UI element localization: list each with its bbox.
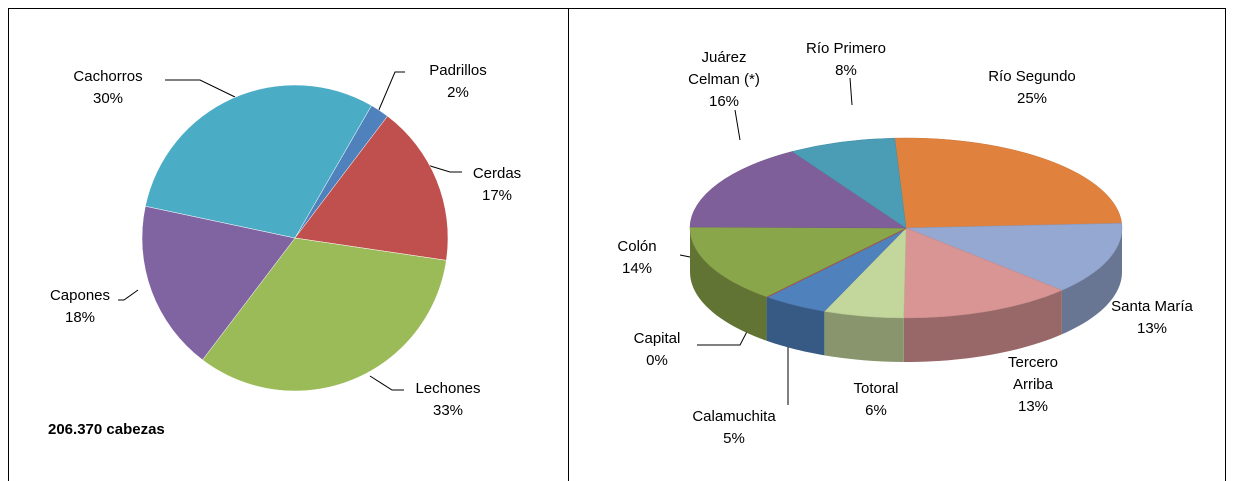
slice-name: Totoral — [853, 380, 899, 397]
slice-name: Calamuchita — [692, 408, 776, 425]
slice-value: 30% — [92, 90, 124, 107]
slice-name: Padrillos — [429, 62, 487, 79]
slice-side — [1061, 228, 1122, 335]
slice-name: Cachorros — [73, 68, 143, 85]
slice-name: Lechones — [415, 380, 481, 397]
slice-value: 8% — [835, 62, 857, 79]
slice-value: 5% — [723, 430, 745, 447]
pie-slice — [894, 137, 1122, 229]
slice-label: Cerdas 17% — [473, 163, 521, 207]
pie-slice — [903, 227, 1063, 319]
slice-value: 17% — [481, 187, 513, 204]
pie-slice — [689, 151, 907, 229]
slice-value: 16% — [708, 93, 740, 110]
slice-name: Santa María — [1111, 298, 1193, 315]
slice-name: Capital — [633, 330, 681, 347]
slice-label: Padrillos 2% — [429, 60, 487, 104]
slice-label: Colón 14% — [617, 236, 656, 280]
slice-label: Lechones 33% — [415, 378, 480, 422]
slice-name: Tercero Arriba — [1007, 354, 1059, 393]
slice-label: Totoral 6% — [853, 378, 898, 422]
slice-side — [824, 311, 904, 362]
slice-label: Santa María 13% — [1111, 296, 1193, 340]
slice-value: 2% — [447, 84, 469, 101]
pie-slice — [141, 205, 296, 361]
slice-value: 33% — [432, 402, 464, 419]
pie-sides — [690, 228, 1122, 362]
slice-value: 18% — [64, 309, 96, 326]
pie-slice — [294, 115, 449, 261]
slice-name: Colón — [617, 238, 657, 255]
slice-name: Río Segundo — [988, 68, 1076, 85]
pie-slice — [202, 237, 447, 392]
slice-label: Capones 18% — [50, 285, 110, 329]
slice-label: Río Segundo 25% — [988, 66, 1076, 110]
pie-slice — [791, 137, 907, 229]
slice-label: Río Primero 8% — [806, 38, 886, 82]
slice-name: Capones — [49, 287, 111, 304]
slice-value: 6% — [865, 402, 887, 419]
slice-value: 14% — [621, 260, 653, 277]
slice-value: 13% — [1017, 398, 1049, 415]
slice-value: 0% — [646, 352, 668, 369]
pie-slice — [145, 84, 372, 239]
annotation: 206.370 cabezas — [48, 421, 165, 438]
slice-label: Calamuchita 5% — [692, 406, 775, 450]
slice-side — [766, 296, 825, 356]
slice-value: 13% — [1136, 320, 1168, 337]
pie-slice — [905, 223, 1123, 291]
pie-slice — [689, 226, 907, 298]
slice-label: Cachorros 30% — [73, 66, 142, 110]
slice-side — [903, 290, 1062, 362]
slice-label: Tercero Arriba 13% — [1001, 352, 1065, 418]
slice-name: Río Primero — [805, 40, 887, 57]
slice-value: 25% — [1016, 90, 1048, 107]
slice-name: Juárez Celman (*) — [688, 49, 760, 88]
slice-label: Capital 0% — [634, 328, 681, 372]
pie-tops — [689, 137, 1123, 319]
slice-name: Cerdas — [472, 165, 522, 182]
slice-label: Juárez Celman (*) 16% — [682, 47, 766, 113]
slice-side — [690, 228, 767, 341]
